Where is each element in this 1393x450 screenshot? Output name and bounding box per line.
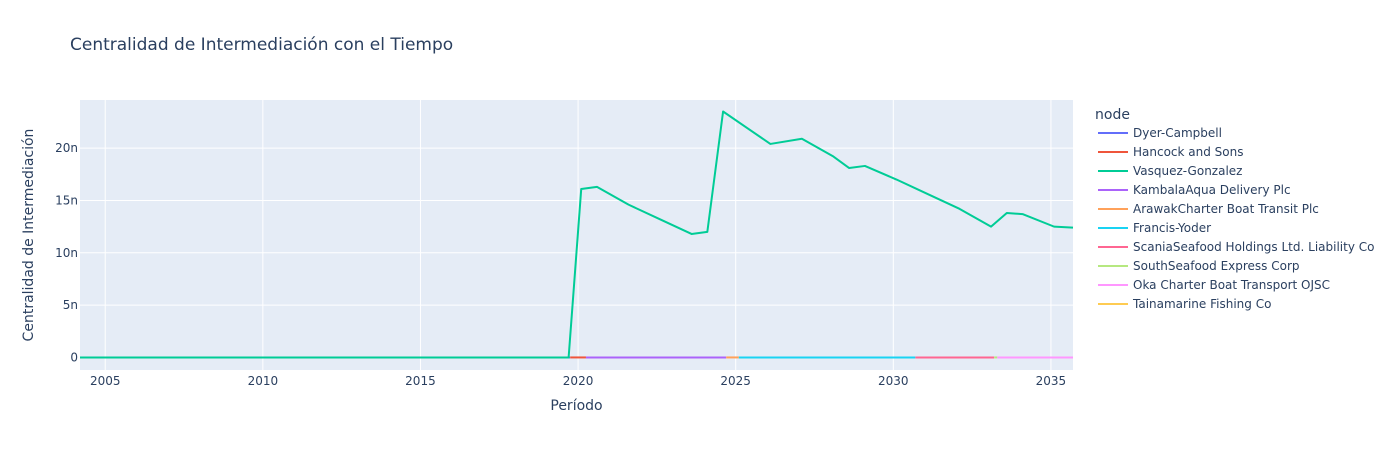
x-tick-label: 2010: [248, 374, 279, 388]
legend: Dyer-Campbell Hancock and Sons Vasquez-Gon…: [1098, 126, 1374, 311]
x-tick-labels: 2005 2010 2015 2020 2025 2030 2035: [90, 374, 1066, 388]
y-axis-title: Centralidad de Intermediación: [21, 129, 37, 342]
x-tick-label: 2025: [720, 374, 751, 388]
legend-item-label: KambalaAqua Delivery Plc: [1133, 183, 1291, 197]
y-tick-label: 15n: [55, 193, 78, 207]
y-tick-label: 5n: [63, 298, 78, 312]
plot-area: [80, 100, 1073, 370]
x-axis-title: Período: [550, 398, 602, 414]
x-tick-label: 2005: [90, 374, 121, 388]
series-line: [80, 110, 1074, 359]
y-tick-label: 0: [70, 350, 78, 364]
y-tick-label: 10n: [55, 246, 78, 260]
legend-item-label: ArawakCharter Boat Transit Plc: [1133, 202, 1319, 216]
legend-item-label: Francis-Yoder: [1133, 221, 1211, 235]
series-lines: [80, 110, 1074, 359]
legend-item-label: Oka Charter Boat Transport OJSC: [1133, 278, 1330, 292]
legend-title: node: [1095, 107, 1130, 123]
legend-item-label: Dyer-Campbell: [1133, 126, 1222, 140]
y-tick-labels: 0 5n 10n 15n 20n: [55, 141, 78, 364]
chart-title: Centralidad de Intermediación con el Tie…: [70, 35, 453, 55]
x-tick-label: 2020: [563, 374, 594, 388]
legend-item-label: Vasquez-Gonzalez: [1133, 164, 1242, 178]
y-tick-label: 20n: [55, 141, 78, 155]
x-tick-label: 2030: [878, 374, 909, 388]
x-tick-label: 2015: [405, 374, 436, 388]
legend-item-label: Tainamarine Fishing Co: [1132, 297, 1271, 311]
legend-item-label: SouthSeafood Express Corp: [1133, 259, 1300, 273]
legend-item-label: Hancock and Sons: [1133, 145, 1244, 159]
legend-item-label: ScaniaSeafood Holdings Ltd. Liability Co: [1133, 240, 1374, 254]
x-tick-label: 2035: [1036, 374, 1067, 388]
